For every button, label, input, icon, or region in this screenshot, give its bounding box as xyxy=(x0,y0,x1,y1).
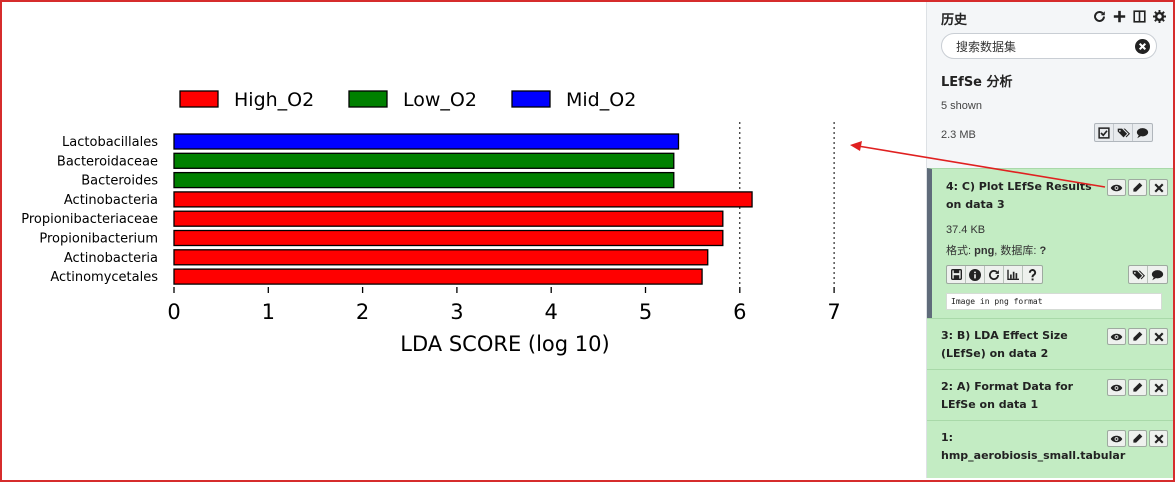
legend-swatch-Mid_O2 xyxy=(511,90,551,108)
dataset-peek: Image in png format xyxy=(946,293,1162,310)
category-label-1: Bacteroidaceae xyxy=(57,154,158,169)
annotation-icon[interactable] xyxy=(1133,124,1152,141)
annotation-icon[interactable] xyxy=(1148,266,1167,283)
x-tick-label-6: 6 xyxy=(733,300,746,324)
refresh-icon[interactable] xyxy=(1091,8,1107,24)
shown-count: 5 shown xyxy=(941,100,982,112)
dataset-actions xyxy=(1107,328,1168,345)
eye-icon[interactable] xyxy=(1107,179,1126,196)
history-actions xyxy=(1094,123,1153,142)
legend-swatch-High_O2 xyxy=(179,90,219,108)
tags-icon[interactable] xyxy=(1114,124,1133,141)
visualize-icon[interactable] xyxy=(1004,266,1023,283)
x-tick-label-2: 2 xyxy=(356,300,369,324)
lda-bar-chart: Lactobacillales Bacteroidaceae Bacteroides… xyxy=(21,89,841,356)
legend-swatch-Low_O2 xyxy=(348,90,388,108)
history-panel: 历史 LEfSe 分析 5 shown 2.3 MB xyxy=(926,2,1173,478)
dataset-title[interactable]: 4: C) Plot LEfSe Results on data 3 xyxy=(946,180,1092,211)
pencil-icon[interactable] xyxy=(1128,328,1147,345)
x-tick-label-3: 3 xyxy=(450,300,463,324)
format-value: png xyxy=(974,245,995,257)
select-items-icon[interactable] xyxy=(1095,124,1114,141)
x-tick-label-4: 4 xyxy=(545,300,558,324)
x-tick-label-7: 7 xyxy=(827,300,840,324)
eye-icon[interactable] xyxy=(1107,430,1126,447)
eye-icon[interactable] xyxy=(1107,328,1126,345)
clear-search-icon[interactable] xyxy=(1135,39,1150,54)
legend-label-Low_O2: Low_O2 xyxy=(403,89,477,111)
x-tick-label-5: 5 xyxy=(639,300,652,324)
delete-icon[interactable] xyxy=(1149,379,1168,396)
database-label: , 数据库: xyxy=(994,245,1040,257)
delete-icon[interactable] xyxy=(1149,179,1168,196)
dataset-tools xyxy=(946,265,1043,284)
category-label-0: Lactobacillales xyxy=(62,135,158,150)
dataset-item-1[interactable]: 1: hmp_aerobiosis_small.tabular xyxy=(927,420,1173,478)
dataset-item-3[interactable]: 3: B) LDA Effect Size (LEfSe) on data 2 xyxy=(927,318,1173,369)
format-label: 格式: xyxy=(946,245,975,257)
lefse-plot: Lactobacillales Bacteroidaceae Bacteroides… xyxy=(2,2,926,478)
dataset-actions xyxy=(1107,430,1168,447)
database-value[interactable]: ? xyxy=(1039,245,1047,257)
dataset-title[interactable]: 2: A) Format Data for LEfSe on data 1 xyxy=(941,380,1074,411)
x-tick-label-0: 0 xyxy=(167,300,180,324)
bar-6 xyxy=(173,249,709,266)
dataset-item-2[interactable]: 2: A) Format Data for LEfSe on data 1 xyxy=(927,369,1173,420)
bar-0 xyxy=(173,133,680,150)
legend-label-High_O2: High_O2 xyxy=(234,89,314,111)
category-label-2: Bacteroides xyxy=(81,174,158,189)
dataset-item-4[interactable]: 4: C) Plot LEfSe Results on data 3 37.4 … xyxy=(927,168,1173,318)
history-toolbar xyxy=(1091,8,1167,24)
x-axis-label: LDA SCORE (log 10) xyxy=(400,332,609,356)
bar-4 xyxy=(173,210,724,227)
category-label-4: Propionibacteriaceae xyxy=(21,212,158,227)
pencil-icon[interactable] xyxy=(1128,430,1147,447)
dataset-tag-actions xyxy=(1128,265,1168,284)
dataset-actions xyxy=(1107,379,1168,396)
columns-icon[interactable] xyxy=(1131,8,1147,24)
bar-1 xyxy=(173,152,675,169)
help-icon[interactable] xyxy=(1023,266,1042,283)
bar-7 xyxy=(173,268,703,285)
category-label-6: Actinobacteria xyxy=(64,251,158,266)
tags-icon[interactable] xyxy=(1129,266,1148,283)
x-tick-label-1: 1 xyxy=(262,300,275,324)
info-icon[interactable] xyxy=(966,266,985,283)
search-datasets-field[interactable] xyxy=(941,33,1157,59)
plus-icon[interactable] xyxy=(1111,8,1127,24)
dataset-format-line: 格式: png, 数据库: ? xyxy=(946,242,1046,258)
gear-icon[interactable] xyxy=(1151,8,1167,24)
delete-icon[interactable] xyxy=(1149,430,1168,447)
legend-label-Mid_O2: Mid_O2 xyxy=(566,89,636,111)
pencil-icon[interactable] xyxy=(1128,179,1147,196)
search-input[interactable] xyxy=(956,38,1126,55)
bar-5 xyxy=(173,229,724,247)
history-panel-title: 历史 xyxy=(941,13,968,28)
rerun-icon[interactable] xyxy=(985,266,1004,283)
dataset-title[interactable]: 1: hmp_aerobiosis_small.tabular xyxy=(941,431,1126,462)
dataset-actions xyxy=(1107,179,1168,196)
bar-2 xyxy=(173,171,675,189)
category-label-7: Actinomycetales xyxy=(50,270,158,285)
download-icon[interactable] xyxy=(947,266,966,283)
category-label-5: Propionibacterium xyxy=(39,232,158,247)
dataset-title[interactable]: 3: B) LDA Effect Size (LEfSe) on data 2 xyxy=(941,329,1068,360)
history-name[interactable]: LEfSe 分析 xyxy=(941,75,1013,90)
history-size: 2.3 MB xyxy=(941,129,976,141)
bar-3 xyxy=(173,191,753,208)
pencil-icon[interactable] xyxy=(1128,379,1147,396)
dataset-size: 37.4 KB xyxy=(946,224,986,236)
eye-icon[interactable] xyxy=(1107,379,1126,396)
category-label-3: Actinobacteria xyxy=(64,193,158,208)
delete-icon[interactable] xyxy=(1149,328,1168,345)
